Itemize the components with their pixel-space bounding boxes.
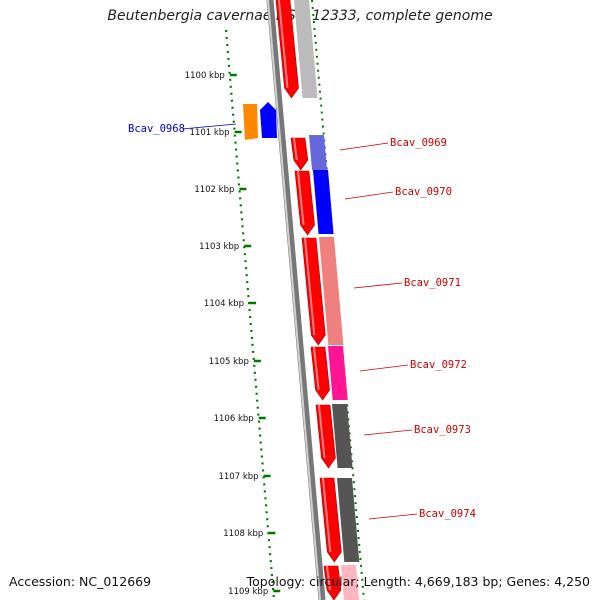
scale-tick-label: 1103 kbp xyxy=(199,242,239,252)
cds-arrow-highlight xyxy=(322,477,332,553)
cog-box xyxy=(313,170,334,234)
scale-dotted-line xyxy=(224,29,276,600)
cog-box xyxy=(341,565,360,600)
cds-arrow-highlight xyxy=(304,237,316,336)
cds-arrow-highlight xyxy=(318,404,326,459)
scale-tick-label: 1106 kbp xyxy=(214,414,254,424)
scale-tick-label: 1108 kbp xyxy=(223,529,263,539)
gene-label[interactable]: Bcav_0968 xyxy=(128,123,185,135)
cog-box xyxy=(332,404,353,468)
gene-leader-line xyxy=(339,142,389,151)
cog-box xyxy=(309,135,328,170)
gene-label[interactable]: Bcav_0969 xyxy=(390,137,447,149)
scale-tick-label: 1109 kbp xyxy=(228,587,268,597)
cog-box xyxy=(337,478,360,562)
cds-track xyxy=(275,0,342,600)
scale-tick-label: 1101 kbp xyxy=(190,128,230,138)
cog-box xyxy=(328,346,348,400)
gene-leader-line xyxy=(181,123,237,130)
cog-box xyxy=(243,104,258,140)
gene-leader-line xyxy=(363,429,413,436)
cds-arrow xyxy=(290,137,309,171)
gene-leader-line xyxy=(353,282,403,289)
gene-leader-line xyxy=(368,513,418,520)
cds-arrow-highlight xyxy=(297,170,305,226)
accession-text: Accession: NC_012669 xyxy=(9,574,152,589)
backbone-stroke xyxy=(266,0,326,600)
cog-track xyxy=(243,0,360,600)
gene-label[interactable]: Bcav_0972 xyxy=(410,359,467,371)
cds-arrow-highlight xyxy=(313,346,320,391)
gene-leader-line xyxy=(344,191,394,200)
gene-label[interactable]: Bcav_0970 xyxy=(395,186,452,198)
cog-box xyxy=(294,0,318,98)
gene-label[interactable]: Bcav_0973 xyxy=(414,424,471,436)
cds-arrow xyxy=(315,404,336,469)
topology-text: Topology: circular; Length: 4,669,183 bp… xyxy=(246,574,590,589)
gene-label[interactable]: Bcav_0971 xyxy=(404,277,461,289)
cds-arrow xyxy=(310,346,330,401)
cds-arrow-highlight xyxy=(326,565,331,591)
scale-tick-label: 1104 kbp xyxy=(204,299,244,309)
gene-label[interactable]: Bcav_0974 xyxy=(419,508,476,520)
cds-arrow-highlight xyxy=(293,137,298,161)
gene-labels: Bcav_0968 Bcav_0969 Bcav_0970 Bcav_0971 Bcav… xyxy=(128,123,476,520)
gene-leader-line xyxy=(359,364,409,372)
cog-box xyxy=(319,237,344,345)
backbone-highlight xyxy=(267,0,321,600)
cds-arrow-highlight xyxy=(278,0,289,89)
scale-tick-label: 1105 kbp xyxy=(209,357,249,367)
genome-backbone xyxy=(266,0,326,600)
cds-arrow xyxy=(294,170,315,236)
scale-tick-label: 1100 kbp xyxy=(185,71,225,81)
scale-tick-label: 1102 kbp xyxy=(194,185,234,195)
scale-tick-label: 1107 kbp xyxy=(218,472,258,482)
cds-arrow xyxy=(260,102,277,138)
